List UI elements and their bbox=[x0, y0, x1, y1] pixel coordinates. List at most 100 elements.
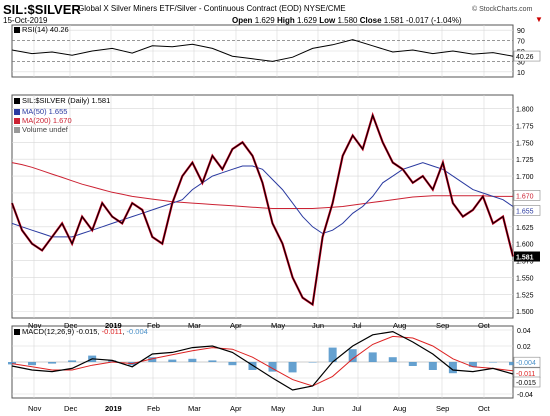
macd-histogram-bar bbox=[208, 360, 217, 362]
x-tick-bottom-Oct: Oct bbox=[478, 404, 491, 413]
price-tick-1.750: 1.750 bbox=[516, 140, 534, 147]
macd-histogram-bar bbox=[28, 362, 37, 366]
macd-tick--0.04: -0.04 bbox=[517, 392, 533, 399]
down-arrow-icon: ▼ bbox=[535, 15, 543, 24]
macd-histogram-bar bbox=[108, 360, 117, 362]
macd-legend-value: -0.015 bbox=[76, 327, 98, 336]
signal-legend-value: -0.011 bbox=[101, 327, 123, 336]
macd-histogram-bar bbox=[328, 347, 337, 362]
ticker-symbol: SIL:$SILVER bbox=[3, 2, 81, 17]
macd-histogram-bar bbox=[308, 362, 317, 363]
price-tick-1.725: 1.725 bbox=[516, 157, 534, 164]
chart-description: Global X Silver Miners ETF/Silver - Cont… bbox=[78, 4, 346, 13]
x-tick-bottom-Mar: Mar bbox=[188, 404, 201, 413]
x-tick-top-Mar: Mar bbox=[188, 321, 201, 330]
macd-histogram-bar bbox=[228, 362, 237, 366]
rsi-legend-label: RSI(14) 40.26 bbox=[22, 25, 69, 34]
rsi-tick-70: 70 bbox=[517, 39, 525, 46]
open-value: 1.629 bbox=[254, 16, 275, 25]
ma50-legend-label: MA(50) 1.655 bbox=[22, 107, 68, 116]
macd-histogram-bar bbox=[248, 362, 257, 370]
price-legend-ma200: MA(200) 1.670 bbox=[14, 117, 72, 125]
close-value-badge: 1.581 bbox=[516, 255, 534, 262]
rsi-tick-90: 90 bbox=[517, 28, 525, 35]
macd-value-badge-bg bbox=[513, 376, 541, 388]
volume-swatch bbox=[14, 127, 20, 133]
x-tick-bottom-Aug: Aug bbox=[393, 404, 406, 413]
macd-histogram-bar bbox=[68, 360, 77, 362]
rsi-legend: RSI(14) 40.26 bbox=[14, 26, 69, 34]
close-value-badge-bg bbox=[514, 251, 540, 262]
macd-histogram-bar bbox=[448, 362, 457, 374]
x-tick-bottom-Apr: Apr bbox=[230, 404, 242, 413]
macd-histogram-bar bbox=[509, 362, 517, 366]
price-tick-1.525: 1.525 bbox=[516, 292, 534, 299]
macd-histogram-bar bbox=[408, 362, 417, 366]
macd-histogram-bar bbox=[8, 362, 16, 365]
x-tick-top-Jul: Jul bbox=[352, 321, 362, 330]
rsi-swatch bbox=[14, 27, 20, 33]
ma200-line bbox=[11, 162, 513, 209]
macd-histogram-bar bbox=[488, 362, 497, 363]
ma200-value-badge-bg bbox=[513, 190, 541, 201]
x-tick-top-Dec: Dec bbox=[64, 321, 78, 330]
chart-date: 15-Oct-2019 bbox=[3, 16, 48, 25]
x-tick-top-Aug: Aug bbox=[393, 321, 406, 330]
hist-legend-value: -0.004 bbox=[126, 327, 148, 336]
x-tick-bottom-Dec: Dec bbox=[64, 404, 78, 413]
open-label: Open bbox=[232, 16, 253, 25]
x-tick-top-Sep: Sep bbox=[436, 321, 449, 330]
macd-swatch bbox=[14, 329, 20, 335]
macd-histogram-bar bbox=[468, 362, 477, 367]
macd-histogram-bar bbox=[48, 362, 57, 364]
ma50-line bbox=[11, 162, 514, 238]
x-tick-top-2019: 2019 bbox=[105, 321, 122, 330]
price-tick-1.700: 1.700 bbox=[516, 174, 534, 181]
macd-histogram-bar bbox=[188, 358, 197, 362]
rsi-value-badge: 40.26 bbox=[516, 54, 534, 61]
rsi-line bbox=[11, 39, 514, 62]
macd-value-badge: -0.015 bbox=[516, 380, 536, 387]
price-tick-1.550: 1.550 bbox=[516, 275, 534, 282]
price-legend-ticker: SIL:$SILVER (Daily) 1.581 bbox=[14, 97, 110, 105]
price-tick-1.575: 1.575 bbox=[516, 259, 534, 266]
macd-histogram-bar bbox=[388, 357, 397, 362]
hist-value-badge: -0.004 bbox=[516, 360, 536, 367]
x-tick-bottom-Nov: Nov bbox=[28, 404, 42, 413]
x-tick-bottom-May: May bbox=[271, 404, 285, 413]
rsi-value-badge-bg bbox=[513, 50, 541, 62]
price-panel bbox=[11, 94, 514, 319]
high-value: 1.629 bbox=[296, 16, 317, 25]
price-legend-volume: Volume undef bbox=[14, 126, 68, 134]
change-value: -0.017 (-1.04%) bbox=[406, 16, 462, 25]
price-swatch bbox=[14, 98, 20, 104]
x-tick-top-Jun: Jun bbox=[312, 321, 324, 330]
volume-legend-label: Volume undef bbox=[22, 125, 68, 134]
ma50-value-badge: 1.655 bbox=[516, 209, 534, 216]
signal-value-badge: -0.011 bbox=[516, 371, 535, 378]
price-legend-label: SIL:$SILVER (Daily) 1.581 bbox=[22, 96, 111, 105]
price-tick-1.500: 1.500 bbox=[516, 309, 534, 316]
macd-histogram-bar bbox=[368, 352, 377, 362]
x-tick-top-Feb: Feb bbox=[147, 321, 160, 330]
close-label: Close bbox=[359, 16, 382, 25]
macd-tick-0.04: 0.04 bbox=[517, 328, 531, 335]
watermark: © StockCharts.com bbox=[472, 6, 533, 13]
high-label: High bbox=[276, 16, 295, 25]
x-tick-bottom-Jul: Jul bbox=[352, 404, 362, 413]
price-tick-1.800: 1.800 bbox=[516, 107, 534, 114]
price-line bbox=[11, 113, 514, 306]
macd-legend-prefix: MACD(12,26,9) bbox=[22, 327, 75, 336]
price-tick-1.600: 1.600 bbox=[516, 242, 534, 249]
macd-line bbox=[11, 330, 514, 391]
macd-histogram-bar bbox=[268, 362, 277, 372]
price-tick-1.625: 1.625 bbox=[516, 225, 534, 232]
rsi-tick-10: 10 bbox=[517, 70, 525, 77]
ma50-value-badge-bg bbox=[513, 205, 541, 216]
x-tick-top-Apr: Apr bbox=[230, 321, 242, 330]
x-tick-bottom-2019: 2019 bbox=[105, 404, 122, 413]
ohlc-summary: Open 1.629 High 1.629 Low 1.580 Close 1.… bbox=[232, 17, 462, 25]
rsi-tick-30: 30 bbox=[517, 59, 525, 66]
macd-histogram-bar bbox=[168, 359, 177, 362]
